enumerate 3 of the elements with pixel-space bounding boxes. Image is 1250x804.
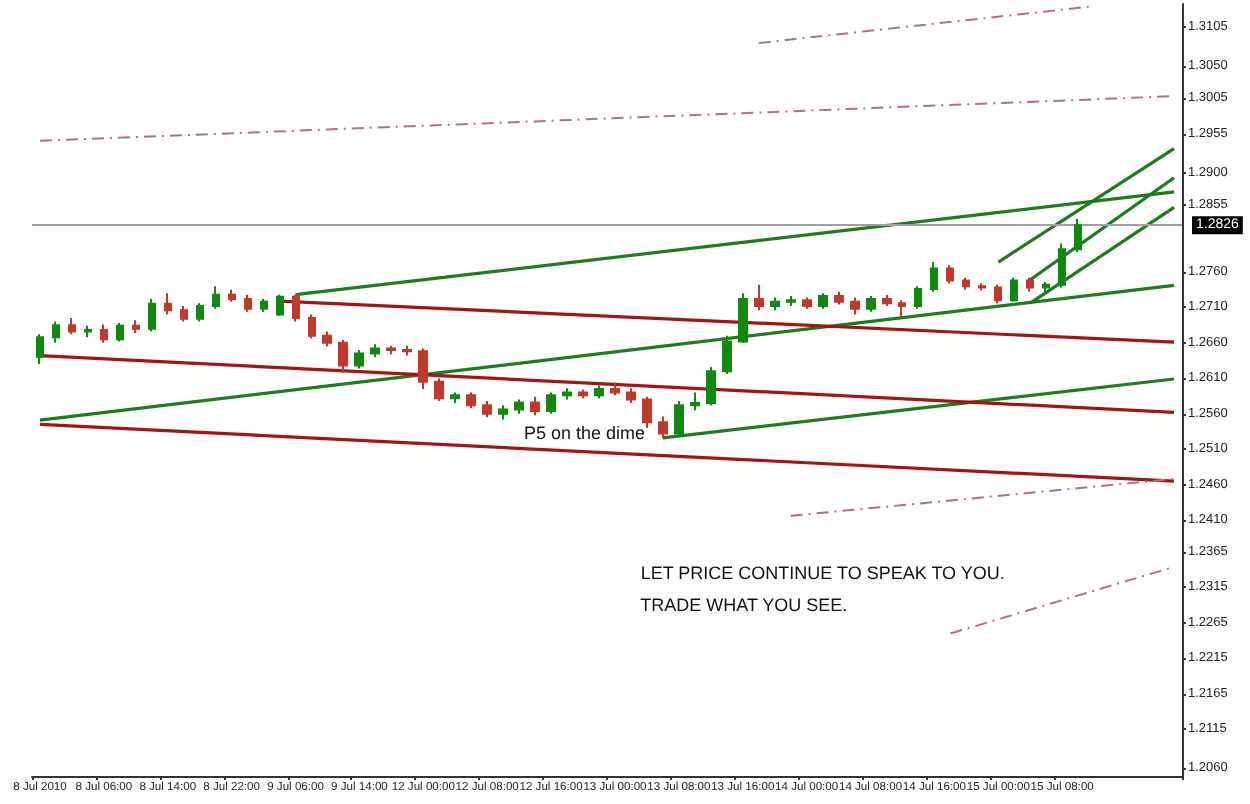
annotation: TRADE WHAT YOU SEE. [640, 595, 848, 615]
annotation: P5 on the dime [524, 423, 646, 443]
annotation: LET PRICE CONTINUE TO SPEAK TO YOU. [640, 563, 1005, 583]
